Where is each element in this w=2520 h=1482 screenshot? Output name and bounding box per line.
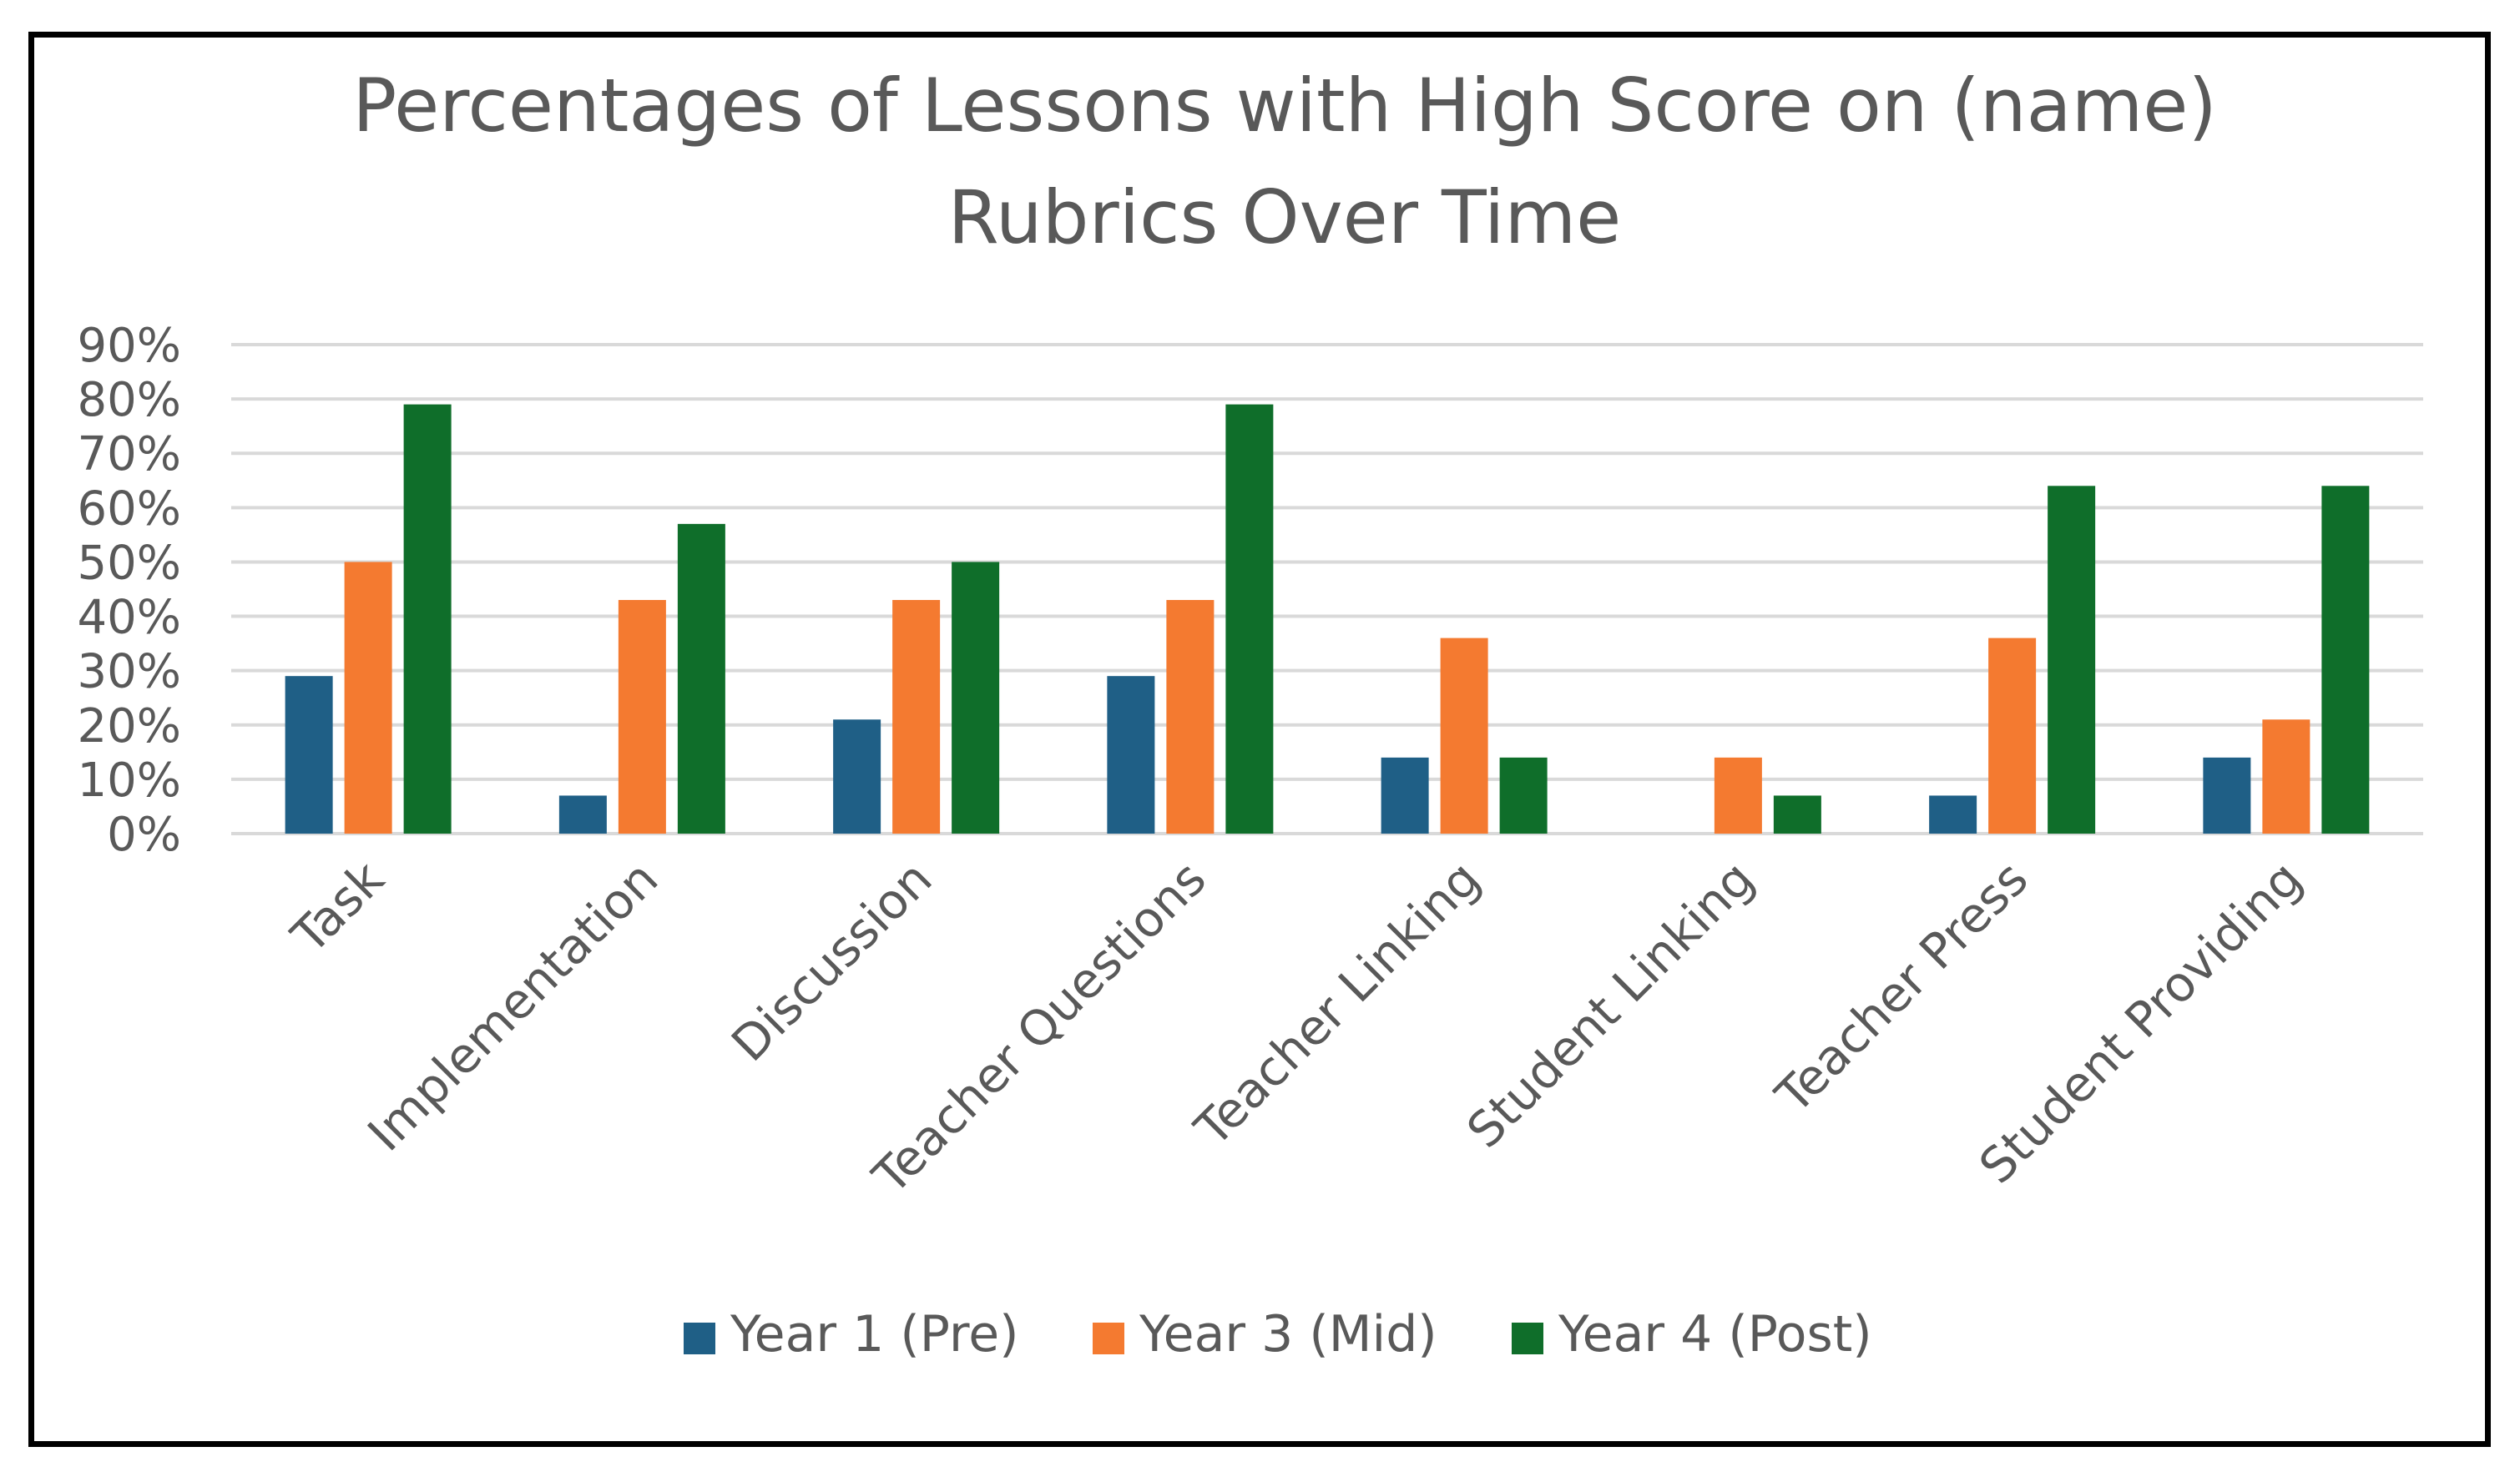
bar-year-1-pre-teacher-linking [1381, 757, 1429, 834]
legend-label: Year 3 (Mid) [1139, 1305, 1437, 1364]
bar-year-4-post-student-linking [1773, 795, 1821, 834]
bar-year-3-mid-implementation [618, 600, 666, 834]
y-tick-label: 70% [78, 427, 181, 481]
x-category-label: Teacher Press [1765, 850, 2039, 1125]
bar-year-1-pre-teacher-press [1929, 795, 1977, 834]
y-tick-label: 50% [78, 536, 181, 590]
y-tick-label: 90% [78, 319, 181, 373]
bar-year-4-post-implementation [677, 523, 725, 834]
y-tick-label: 40% [78, 591, 181, 645]
y-axis-tick-labels: 0%10%20%30%40%50%60%70%80%90% [78, 319, 181, 862]
bar-year-3-mid-discussion [892, 600, 941, 834]
y-tick-label: 10% [78, 754, 181, 808]
bar-year-4-post-task [403, 404, 452, 834]
bar-year-1-pre-student-providing [2203, 757, 2251, 834]
y-tick-label: 0% [107, 808, 181, 862]
legend: Year 1 (Pre) Year 3 (Mid) Year 4 (Post) [684, 1305, 1872, 1364]
bar-year-1-pre-task [285, 676, 333, 834]
bar-year-1-pre-implementation [558, 795, 607, 834]
bar-year-1-pre-teacher-questions [1107, 676, 1155, 834]
y-tick-label: 30% [78, 645, 181, 699]
gridlines [231, 343, 2423, 835]
bar-chart: Percentages of Lessons with High Score o… [78, 63, 2423, 1364]
x-category-label: Implementation [357, 850, 669, 1162]
legend-swatch [684, 1323, 715, 1354]
chart-title-line-1: Percentages of Lessons with High Score o… [352, 63, 2217, 149]
bar-year-4-post-teacher-linking [1499, 757, 1548, 834]
y-tick-label: 60% [78, 481, 181, 536]
bar-year-4-post-teacher-press [2048, 486, 2096, 834]
bar-year-1-pre-discussion [833, 719, 881, 834]
bar-year-3-mid-task [344, 562, 392, 834]
bar-year-4-post-discussion [952, 562, 1000, 834]
bar-year-4-post-student-providing [2321, 486, 2370, 834]
x-category-label: Teacher Linking [1184, 850, 1491, 1157]
x-category-label: Discussion [720, 850, 942, 1072]
legend-label: Year 4 (Post) [1558, 1305, 1872, 1364]
bar-year-3-mid-teacher-linking [1440, 638, 1488, 834]
bar-year-4-post-teacher-questions [1225, 404, 1274, 834]
bar-year-3-mid-teacher-questions [1166, 600, 1215, 834]
chart-title-line-2: Rubrics Over Time [948, 174, 1622, 260]
chart-frame: Percentages of Lessons with High Score o… [28, 32, 2491, 1447]
bar-year-3-mid-student-linking [1714, 757, 1762, 834]
legend-swatch [1512, 1323, 1543, 1354]
bars [285, 404, 2370, 834]
x-category-label: Student Linking [1456, 850, 1765, 1159]
y-tick-label: 80% [78, 373, 181, 427]
chart-title: Percentages of Lessons with High Score o… [352, 63, 2217, 260]
legend-swatch [1093, 1323, 1124, 1354]
legend-label: Year 1 (Pre) [730, 1305, 1019, 1364]
bar-year-3-mid-teacher-press [1988, 638, 2037, 834]
y-tick-label: 20% [78, 699, 181, 754]
bar-year-3-mid-student-providing [2262, 719, 2310, 834]
x-category-label: Task [280, 850, 396, 965]
